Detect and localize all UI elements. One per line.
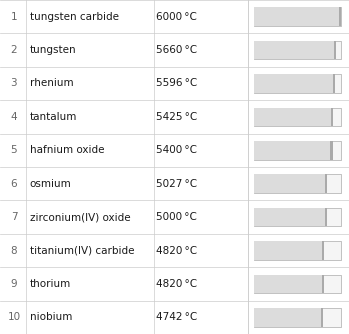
Text: tungsten carbide: tungsten carbide <box>30 12 119 22</box>
Bar <box>254 41 336 59</box>
Text: 5000 °C: 5000 °C <box>156 212 197 222</box>
Text: 4: 4 <box>11 112 17 122</box>
Text: 9: 9 <box>11 279 17 289</box>
Text: 5660 °C: 5660 °C <box>156 45 198 55</box>
Bar <box>254 41 341 59</box>
Bar <box>331 108 333 126</box>
Text: 8: 8 <box>11 245 17 256</box>
Text: 3: 3 <box>11 78 17 89</box>
Bar <box>339 7 341 26</box>
Text: 4820 °C: 4820 °C <box>156 245 198 256</box>
Text: 6000 °C: 6000 °C <box>156 12 197 22</box>
Text: 4820 °C: 4820 °C <box>156 279 198 289</box>
Bar <box>334 41 336 59</box>
Bar <box>254 174 341 193</box>
Bar <box>254 275 324 293</box>
Text: tantalum: tantalum <box>30 112 77 122</box>
Text: 6: 6 <box>11 179 17 189</box>
Text: 5: 5 <box>11 145 17 155</box>
Text: 4742 °C: 4742 °C <box>156 312 198 322</box>
Text: 5400 °C: 5400 °C <box>156 145 197 155</box>
Bar <box>254 7 341 26</box>
Bar <box>254 308 323 327</box>
Bar <box>254 74 341 93</box>
Bar <box>322 241 324 260</box>
Bar <box>254 275 341 293</box>
Bar <box>254 141 333 160</box>
Bar <box>254 241 341 260</box>
Bar <box>321 308 323 327</box>
Text: osmium: osmium <box>30 179 72 189</box>
Bar <box>325 208 327 226</box>
Bar <box>322 275 324 293</box>
Text: thorium: thorium <box>30 279 71 289</box>
Bar <box>254 241 324 260</box>
Bar <box>333 74 335 93</box>
Bar <box>254 74 335 93</box>
Text: zirconium(IV) oxide: zirconium(IV) oxide <box>30 212 130 222</box>
Bar <box>254 208 327 226</box>
Bar <box>325 174 327 193</box>
Bar <box>254 174 327 193</box>
Text: niobium: niobium <box>30 312 72 322</box>
Text: 5596 °C: 5596 °C <box>156 78 198 89</box>
Bar <box>254 108 333 126</box>
Bar <box>254 141 341 160</box>
Text: 5425 °C: 5425 °C <box>156 112 198 122</box>
Text: hafnium oxide: hafnium oxide <box>30 145 104 155</box>
Bar <box>331 141 333 160</box>
Bar <box>254 108 341 126</box>
Text: titanium(IV) carbide: titanium(IV) carbide <box>30 245 134 256</box>
Text: 5027 °C: 5027 °C <box>156 179 198 189</box>
Text: rhenium: rhenium <box>30 78 73 89</box>
Bar <box>254 308 341 327</box>
Text: tungsten: tungsten <box>30 45 76 55</box>
Text: 7: 7 <box>11 212 17 222</box>
Text: 2: 2 <box>11 45 17 55</box>
Text: 1: 1 <box>11 12 17 22</box>
Bar <box>254 208 341 226</box>
Text: 10: 10 <box>7 312 21 322</box>
Bar <box>254 7 341 26</box>
